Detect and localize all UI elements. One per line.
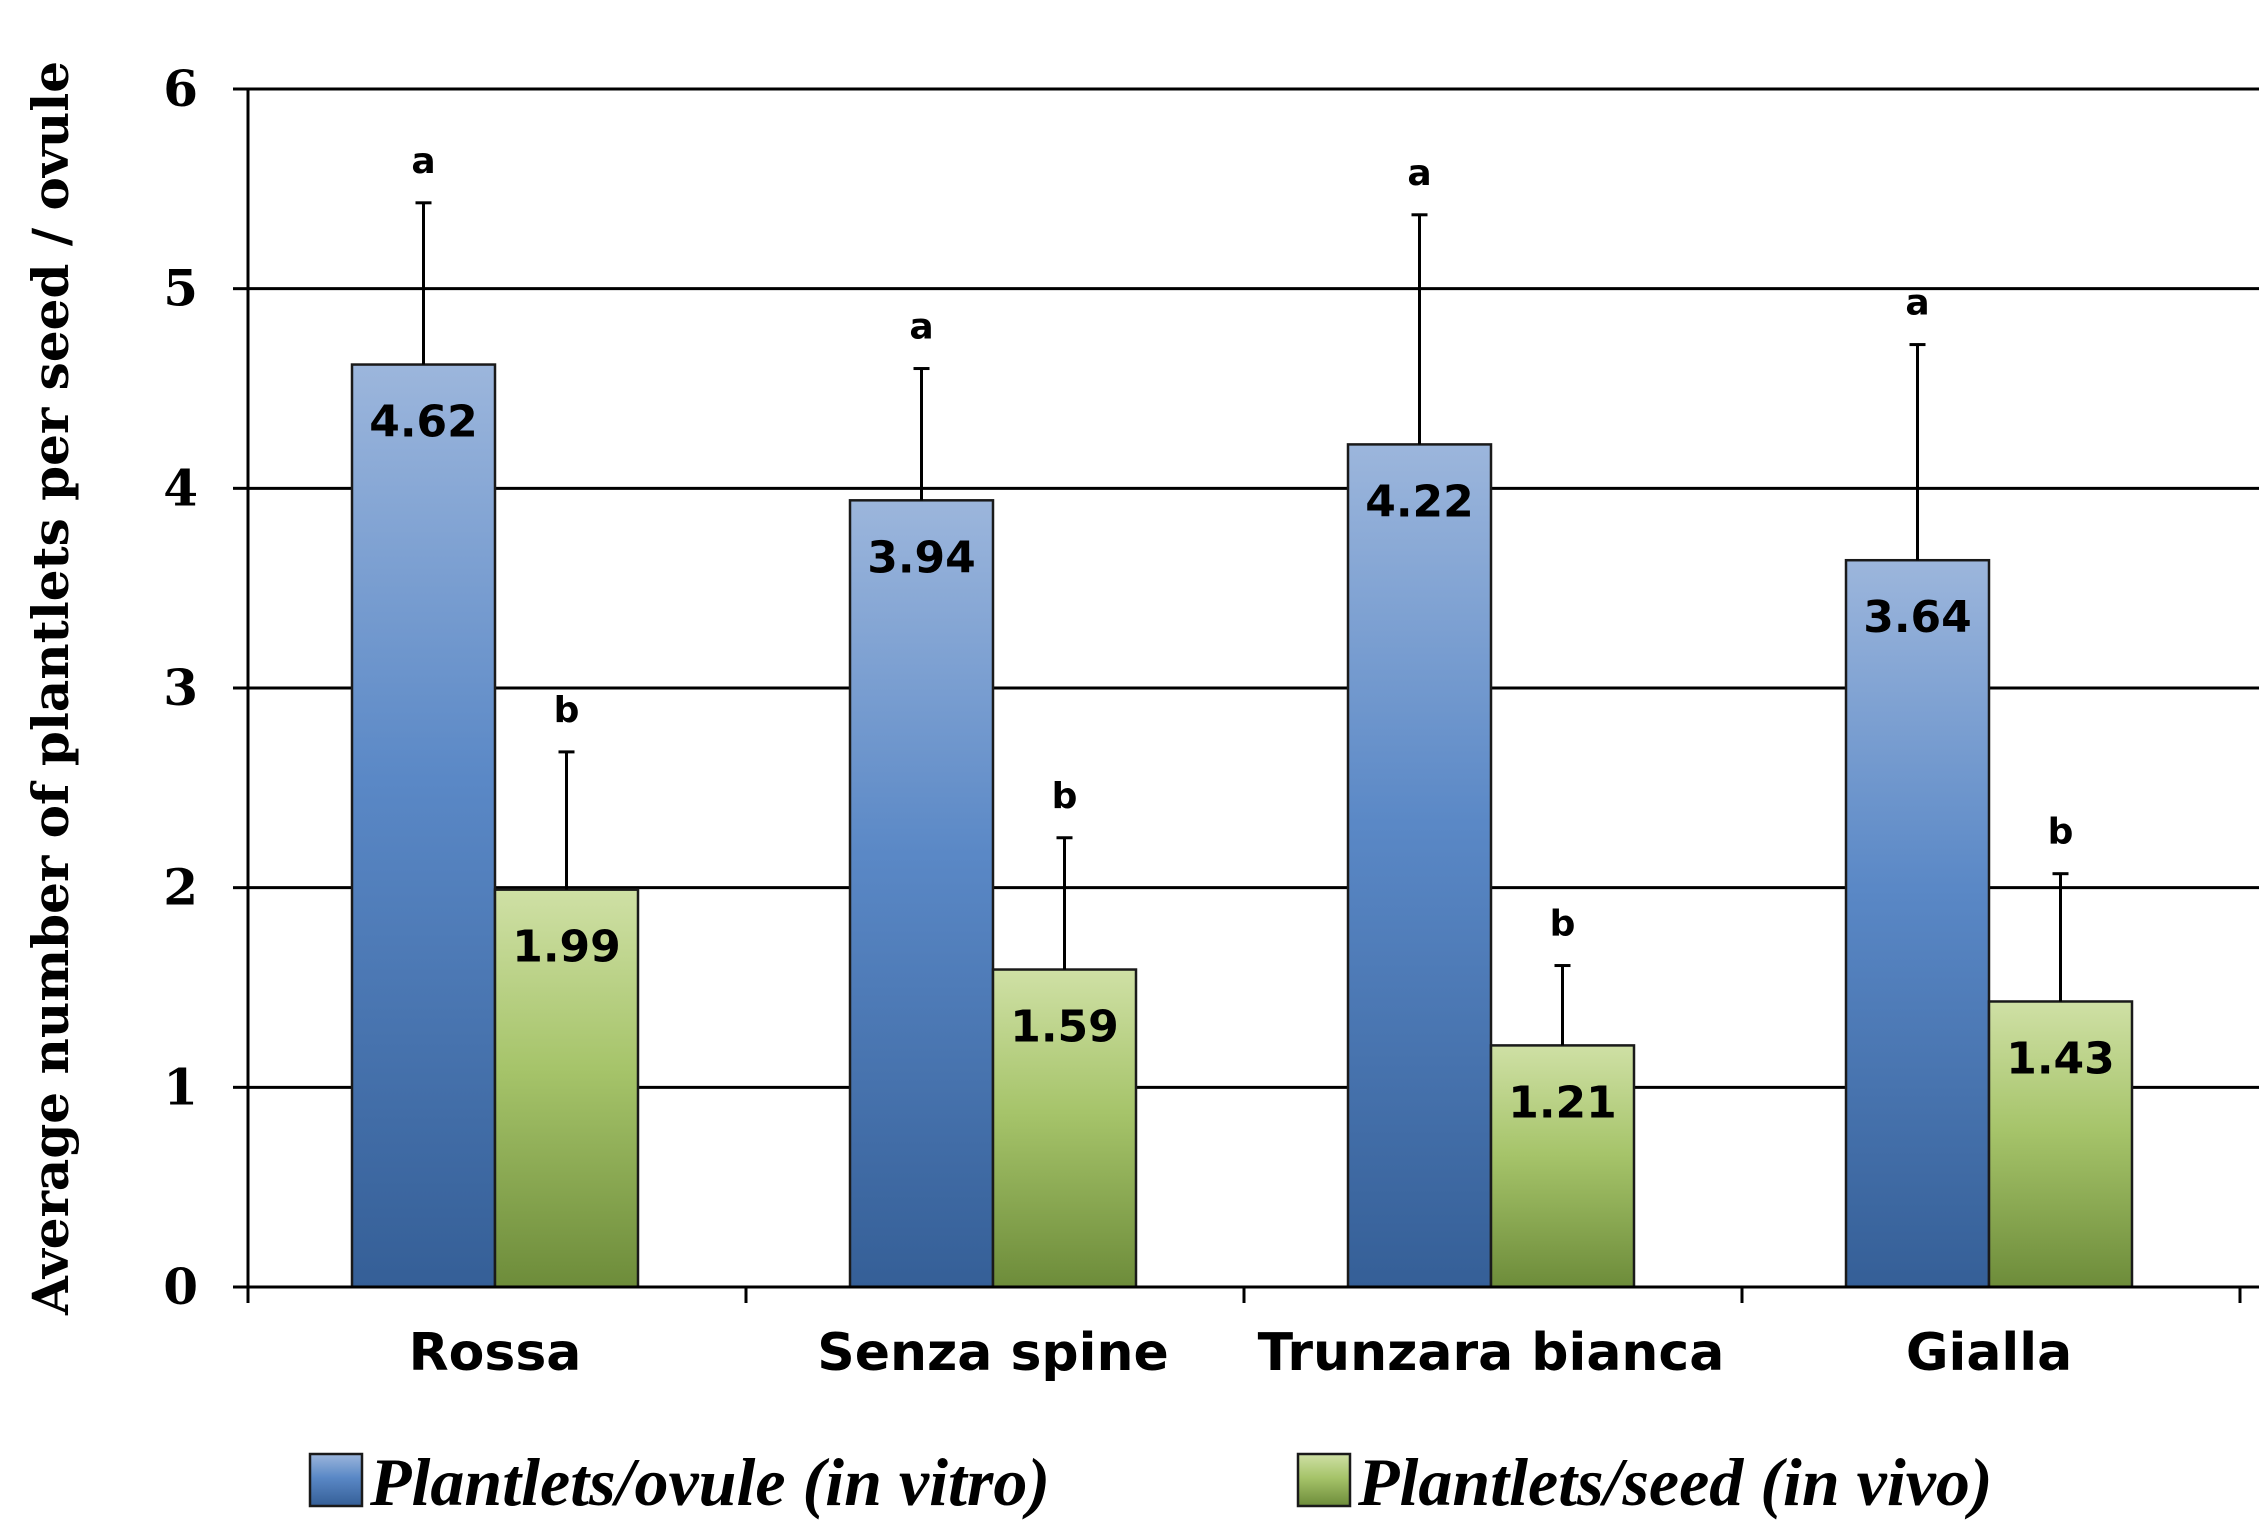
significance-letter: a: [1905, 283, 1929, 324]
legend-item-in-vivo: Plantlets/seed (in vivo): [1296, 1444, 1993, 1520]
y-tick-label: 2: [163, 858, 198, 917]
y-axis-title: Average number of plantlets per seed / o…: [21, 61, 80, 1316]
y-tick-label: 1: [163, 1057, 198, 1116]
data-label: 1.21: [1508, 1077, 1617, 1128]
significance-letter: b: [1550, 904, 1576, 945]
significance-letter: b: [554, 690, 580, 731]
significance-letter: a: [909, 307, 933, 348]
legend-item-in-vitro: Plantlets/ovule (in vitro): [308, 1444, 1050, 1520]
data-label: 3.64: [1863, 592, 1972, 643]
bar-in-vivo: [493, 888, 640, 1289]
significance-letter: a: [411, 141, 435, 182]
bar-in-vitro: [848, 499, 995, 1289]
x-tick-label: Trunzara bianca: [1258, 1323, 1725, 1383]
y-tick-label: 3: [163, 658, 198, 717]
legend-swatch: [308, 1452, 364, 1508]
x-tick-label: Rossa: [409, 1323, 582, 1383]
significance-letter: b: [1052, 776, 1078, 817]
bars: [350, 201, 2134, 1289]
data-label: 4.22: [1365, 476, 1474, 527]
bar-in-vitro: [1844, 558, 1991, 1289]
y-tick-label: 5: [163, 259, 198, 318]
data-label: 3.94: [867, 532, 976, 583]
labels: 4.62 a 1.99 b Rossa 3.94 a 1.59 b Senza spine 4.22…: [21, 61, 2115, 1383]
legend-label: Plantlets/ovule (in vitro): [369, 1444, 1050, 1520]
axes: 0 1 2 3 4 5 6: [163, 59, 2259, 1316]
significance-letter: a: [1407, 153, 1431, 194]
significance-letter: b: [2048, 812, 2074, 853]
data-label: 4.62: [369, 397, 478, 448]
bar-in-vitro: [350, 363, 497, 1289]
legend-label: Plantlets/seed (in vivo): [1357, 1444, 1993, 1520]
data-label: 1.43: [2006, 1033, 2115, 1084]
y-tick-label: 0: [163, 1257, 198, 1316]
x-tick-label: Senza spine: [817, 1323, 1168, 1383]
bar-in-vitro: [1346, 443, 1493, 1289]
data-label: 1.99: [512, 922, 621, 973]
y-tick-label: 6: [163, 59, 198, 118]
legend-swatch: [1296, 1452, 1352, 1508]
legend: Plantlets/ovule (in vitro) Plantlets/seed…: [308, 1444, 1993, 1520]
bar-in-vivo: [1987, 1000, 2134, 1289]
y-tick-label: 4: [163, 458, 198, 517]
x-tick-label: Gialla: [1906, 1323, 2072, 1383]
data-label: 1.59: [1010, 1002, 1119, 1053]
